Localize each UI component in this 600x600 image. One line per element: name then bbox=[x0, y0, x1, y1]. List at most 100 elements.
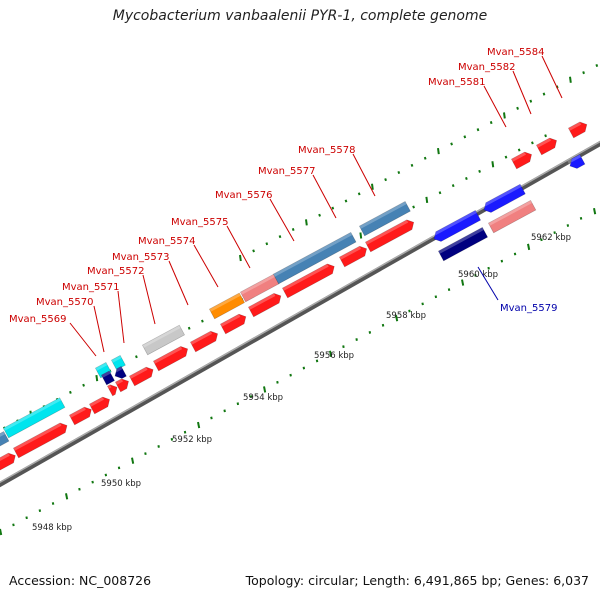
gene-forward bbox=[88, 396, 110, 415]
label-leader bbox=[117, 290, 125, 344]
scale-tick bbox=[236, 402, 240, 406]
gene-forward bbox=[219, 313, 247, 335]
upper-tick bbox=[425, 196, 429, 204]
gene-label: Mvan_5576 bbox=[215, 190, 272, 201]
upper-tick bbox=[410, 163, 414, 167]
upper-tick bbox=[305, 219, 308, 226]
gene-forward bbox=[338, 245, 367, 268]
upper-tick bbox=[265, 242, 269, 246]
gene-forward-body bbox=[247, 293, 282, 318]
gene-forward-shine bbox=[0, 453, 10, 464]
gene-forward-body bbox=[567, 121, 588, 139]
label-leader bbox=[142, 274, 156, 325]
upper-tick bbox=[582, 71, 585, 75]
upper-tick bbox=[476, 128, 480, 132]
scale-tick bbox=[302, 366, 306, 370]
gene-label: Mvan_5584 bbox=[487, 47, 544, 58]
gene-reverse-body bbox=[114, 366, 127, 379]
gene-track2 bbox=[208, 292, 245, 320]
label-leader bbox=[69, 322, 97, 357]
gene-forward bbox=[535, 137, 557, 156]
gene-track2-shine bbox=[488, 200, 533, 226]
scale-tick bbox=[447, 288, 451, 292]
scale-tick bbox=[434, 295, 438, 299]
gene-track2 bbox=[2, 397, 66, 439]
upper-tick bbox=[252, 249, 255, 253]
gene-track2-body bbox=[0, 431, 10, 449]
label-leader bbox=[483, 85, 507, 128]
scale-tick bbox=[500, 259, 504, 263]
upper-tick bbox=[544, 134, 547, 138]
gene-forward-body bbox=[106, 384, 118, 397]
gene-forward-shine bbox=[511, 152, 527, 162]
gene-label: Mvan_5571 bbox=[62, 282, 119, 293]
upper-tick bbox=[423, 156, 427, 160]
gene-forward-shine bbox=[248, 293, 276, 310]
gene-reverse-body bbox=[569, 154, 586, 169]
gene-reverse-body bbox=[433, 209, 482, 242]
gene-track2-body bbox=[239, 273, 280, 303]
label-leader bbox=[352, 153, 376, 197]
scale-tick bbox=[91, 480, 94, 484]
gene-label: Mvan_5581 bbox=[428, 77, 485, 88]
gene-reverse-shine bbox=[481, 184, 522, 208]
gene-reverse-body bbox=[437, 226, 489, 262]
gene-track2-body bbox=[208, 292, 245, 320]
genome-summary-text: Topology: circular; Length: 6,491,865 bp… bbox=[245, 573, 589, 588]
scale-tick bbox=[342, 345, 345, 349]
upper-tick bbox=[569, 76, 572, 83]
scale-label: 5948 kbp bbox=[32, 523, 72, 533]
gene-forward-shine bbox=[89, 397, 105, 407]
gene-track2-shine bbox=[209, 293, 241, 312]
gene-forward-shine bbox=[13, 422, 62, 451]
gene-forward bbox=[510, 151, 532, 170]
gene-forward-body bbox=[68, 406, 92, 426]
gene-reverse-shine bbox=[438, 227, 484, 254]
gene-reverse bbox=[112, 366, 127, 379]
scale-tick bbox=[131, 457, 135, 464]
upper-tick bbox=[463, 135, 467, 139]
scale-tick bbox=[381, 323, 385, 327]
upper-tick bbox=[82, 383, 85, 387]
gene-forward-body bbox=[219, 313, 247, 335]
gene-forward-body bbox=[510, 151, 532, 170]
gene-forward-body bbox=[338, 245, 367, 268]
upper-tick bbox=[135, 355, 138, 359]
gene-label: Mvan_5578 bbox=[298, 145, 355, 156]
gene-track2-shine bbox=[0, 431, 6, 441]
label-leader bbox=[477, 266, 499, 301]
gene-reverse bbox=[100, 370, 115, 386]
gene-forward-body bbox=[281, 263, 335, 299]
scale-tick bbox=[65, 493, 69, 500]
gene-track2 bbox=[239, 273, 280, 303]
upper-tick bbox=[201, 319, 204, 323]
upper-tick bbox=[491, 161, 495, 168]
gene-forward bbox=[281, 263, 335, 299]
gene-label: Mvan_5574 bbox=[138, 236, 195, 247]
gene-forward-shine bbox=[129, 367, 148, 379]
gene-reverse bbox=[567, 154, 586, 169]
upper-tick bbox=[517, 148, 521, 152]
label-leader bbox=[312, 174, 337, 219]
label-leader bbox=[168, 260, 189, 306]
upper-tick bbox=[529, 99, 533, 103]
upper-tick bbox=[278, 235, 282, 239]
gene-forward-shine bbox=[220, 314, 241, 327]
gene-track2-body bbox=[487, 199, 537, 234]
gene-forward-body bbox=[152, 346, 189, 372]
gene-track2 bbox=[272, 231, 357, 285]
gene-label: Mvan_5579 bbox=[500, 303, 557, 314]
scale-tick bbox=[38, 509, 42, 513]
upper-tick bbox=[504, 155, 508, 159]
scale-label: 5956 kbp bbox=[314, 351, 354, 361]
scale-label: 5960 kbp bbox=[458, 270, 498, 280]
gene-forward-body bbox=[88, 396, 110, 415]
gene-forward-shine bbox=[190, 331, 213, 345]
scale-tick bbox=[408, 309, 411, 313]
scale-tick bbox=[527, 243, 531, 251]
scale-tick bbox=[183, 430, 187, 434]
scale-tick bbox=[513, 252, 517, 256]
gene-forward-body bbox=[114, 378, 129, 393]
scale-tick bbox=[78, 487, 81, 491]
upper-tick bbox=[397, 170, 401, 174]
